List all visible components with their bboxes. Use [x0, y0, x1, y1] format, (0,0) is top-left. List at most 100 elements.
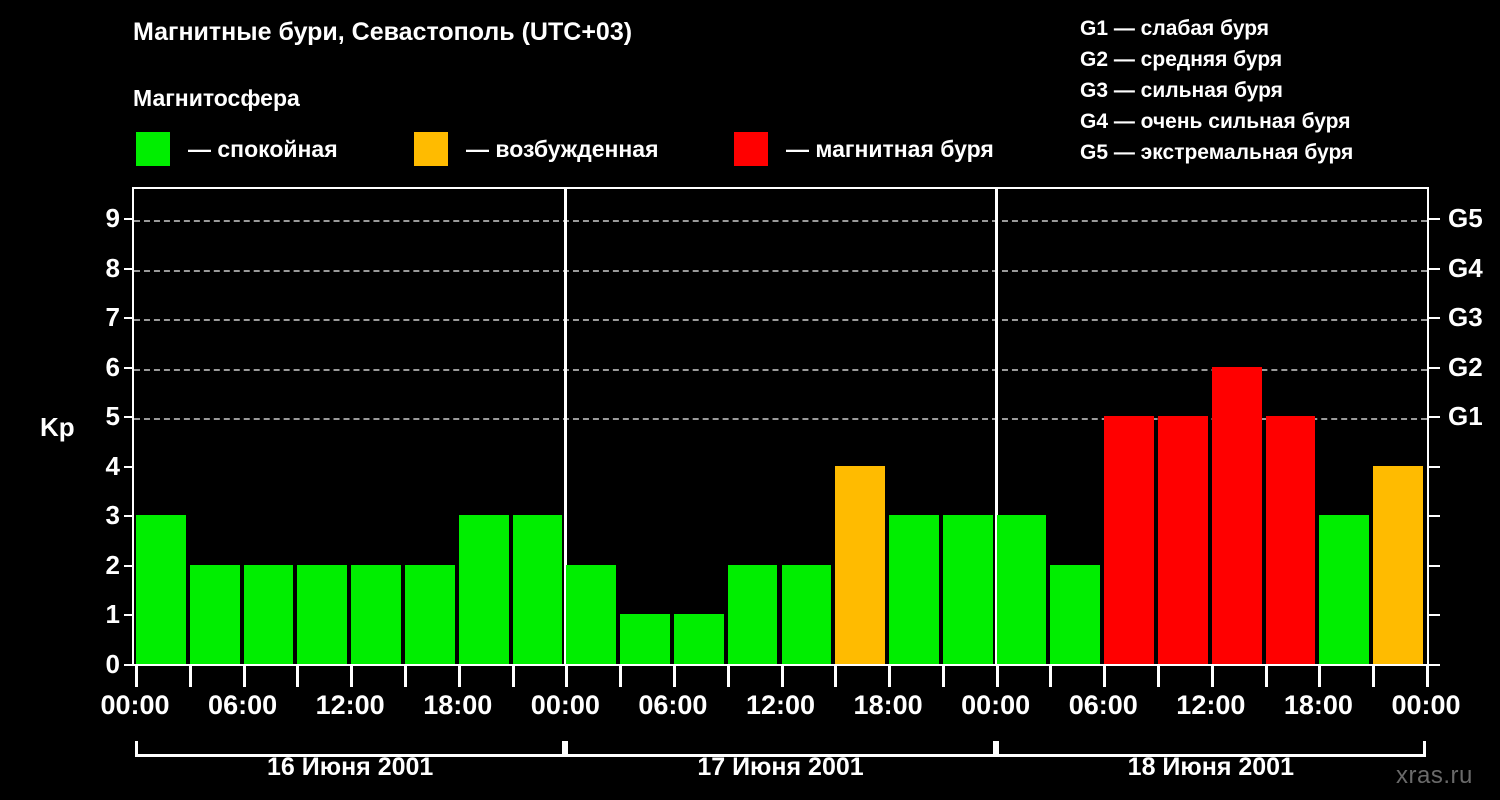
- y-axis-right-ticks: G5 G4 G3 G2 G1: [1448, 187, 1500, 666]
- x-tick-mark: [1157, 666, 1161, 687]
- y-tick-label-4: 4: [105, 450, 120, 481]
- y-tick-mark-minor: [124, 614, 134, 617]
- y-axis-title: Kp: [40, 412, 75, 442]
- x-tick-mark: [726, 666, 730, 687]
- gridline-kp-9: [134, 220, 1427, 223]
- x-tick-mark: [296, 666, 300, 687]
- gridline-kp-8: [134, 269, 1427, 272]
- x-tick-label: 12:00: [1176, 690, 1246, 720]
- bar-kp: [781, 564, 832, 664]
- x-tick-mark: [941, 666, 945, 687]
- x-tick-label: 18:00: [853, 690, 923, 720]
- x-tick-mark: [1210, 666, 1214, 687]
- x-tick-label: 00:00: [961, 690, 1031, 720]
- bar-kp: [297, 564, 348, 664]
- legend-label-unsettled: — возбужденная: [466, 135, 659, 162]
- x-tick-mark: [350, 666, 354, 687]
- bar-kp: [243, 564, 294, 664]
- x-tick-label: 18:00: [423, 690, 493, 720]
- x-tick-mark: [135, 666, 138, 687]
- g-legend-row-1: G1 — слабая буря: [1080, 17, 1270, 40]
- x-tick-mark: [242, 666, 246, 687]
- bar-kp: [1373, 465, 1423, 664]
- y-right-label-G1: G1: [1448, 401, 1483, 432]
- y-tick-mark-minor: [124, 317, 134, 320]
- g-scale-legend: G1 — слабая буря G2 — средняя буря G3 — си…: [1080, 13, 1490, 168]
- y-right-tick-mark: [1429, 366, 1440, 369]
- legend-swatch-unsettled: [414, 132, 448, 166]
- y-tick-label-9: 9: [105, 203, 120, 234]
- x-tick-label: 00:00: [1391, 690, 1461, 720]
- legend-item-storm: — магнитная буря: [734, 131, 994, 167]
- x-tick-label: 00:00: [100, 690, 170, 720]
- y-tick-mark-minor: [124, 366, 134, 369]
- legend-swatch-calm: [136, 132, 170, 166]
- day-divider-1: [564, 189, 568, 664]
- x-tick-mark: [1264, 666, 1268, 687]
- x-tick-mark: [511, 666, 515, 687]
- g-legend-row-4: G4 — очень сильная буря: [1080, 110, 1351, 133]
- bar-kp: [835, 465, 886, 664]
- y-tick-label-0: 0: [105, 649, 120, 679]
- day-label-2: 17 Июня 2001: [697, 753, 864, 781]
- y-right-tick-mark: [1429, 267, 1440, 270]
- gridline-kp-7: [134, 319, 1427, 322]
- g-legend-row-3: G3 — сильная буря: [1080, 79, 1283, 102]
- y-right-tick-mark: [1429, 317, 1440, 320]
- legend-swatch-storm: [734, 132, 768, 166]
- y-tick-mark-minor: [124, 664, 134, 666]
- y-right-tick-mark: [1429, 564, 1440, 567]
- y-tick-label-1: 1: [105, 599, 120, 630]
- y-tick-mark-minor: [124, 465, 134, 468]
- x-tick-mark: [780, 666, 784, 687]
- y-right-label-G5: G5: [1448, 203, 1483, 234]
- x-tick-mark: [672, 666, 676, 687]
- bar-kp: [458, 515, 509, 664]
- legend-label-calm: — спокойная: [188, 135, 338, 162]
- y-tick-mark-minor: [124, 515, 134, 518]
- x-tick-label: 18:00: [1283, 690, 1353, 720]
- x-tick-label: 00:00: [530, 690, 600, 720]
- bar-kp: [136, 515, 186, 664]
- x-tick-mark: [1372, 666, 1376, 687]
- gridline-kp-5: [134, 418, 1427, 421]
- bar-kp: [512, 515, 563, 664]
- bar-kp: [1104, 416, 1155, 664]
- y-axis-left-ticks: 9 8 7 6 5 4 3 2 1 0: [78, 187, 120, 677]
- y-tick-mark-minor: [124, 218, 134, 221]
- bar-kp: [1211, 366, 1262, 664]
- bar-kp: [404, 564, 455, 664]
- bar-kp: [727, 564, 778, 664]
- y-tick-label-7: 7: [105, 302, 120, 333]
- y-tick-label-3: 3: [105, 500, 120, 531]
- bar-kp: [566, 564, 617, 664]
- y-right-tick-mark: [1429, 664, 1440, 666]
- x-tick-mark: [1426, 666, 1429, 687]
- y-right-label-G4: G4: [1448, 252, 1483, 283]
- x-tick-label: 12:00: [745, 690, 816, 720]
- bar-kp: [351, 564, 401, 664]
- bar-kp: [673, 614, 724, 664]
- legend-item-unsettled: — возбужденная: [414, 131, 659, 167]
- day-divider-2: [994, 189, 998, 664]
- g-legend-row-2: G2 — средняя буря: [1080, 48, 1283, 71]
- y-tick-mark-minor: [124, 564, 134, 567]
- y-tick-label-8: 8: [105, 252, 120, 283]
- bar-kp: [996, 515, 1047, 664]
- y-right-tick-mark: [1429, 515, 1440, 518]
- x-tick-mark: [1318, 666, 1322, 687]
- x-tick-mark: [619, 666, 623, 687]
- x-tick-mark: [457, 666, 461, 687]
- y-tick-mark-minor: [124, 416, 134, 419]
- x-tick-mark: [888, 666, 892, 687]
- day-bracket-3: [995, 741, 1426, 757]
- y-tick-mark-minor: [124, 267, 134, 270]
- bar-kp: [189, 564, 240, 664]
- magnetosphere-section-label: Магнитосфера: [133, 85, 300, 111]
- y-right-label-G3: G3: [1448, 302, 1483, 333]
- x-tick-label: 12:00: [315, 690, 385, 720]
- x-tick-mark: [995, 666, 999, 687]
- x-tick-label: 06:00: [208, 690, 278, 720]
- day-label-3: 18 Июня 2001: [1127, 753, 1294, 781]
